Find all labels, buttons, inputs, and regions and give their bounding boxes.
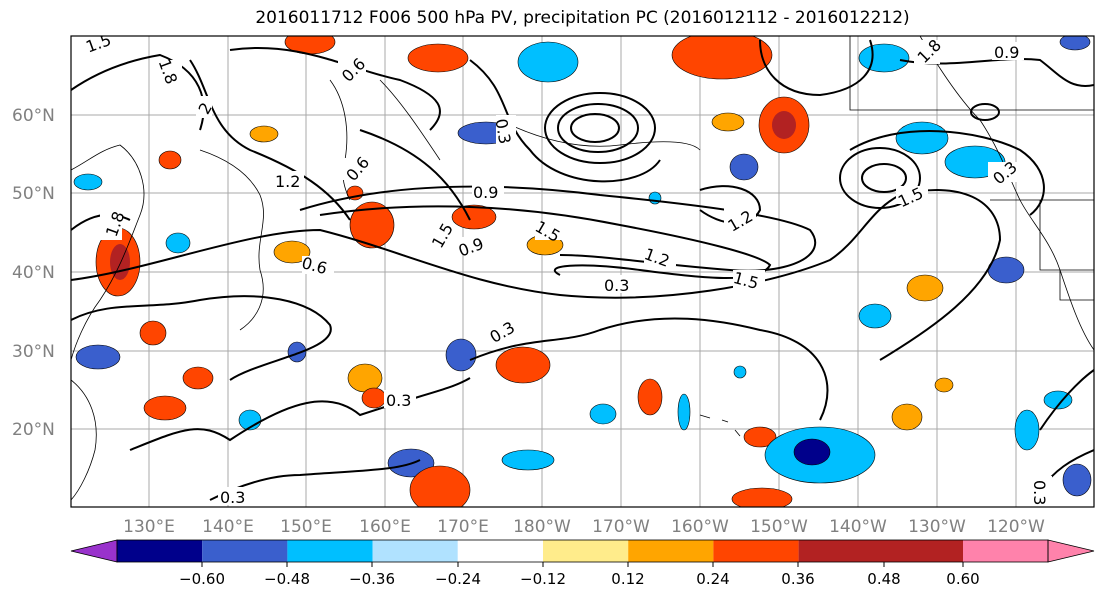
lon-tick-label: 130°E [123,517,175,537]
lon-tick-label: 120°W [987,517,1045,537]
colorbar-tick-label: 0.36 [781,570,814,588]
lon-tick-label: 130°W [908,517,966,537]
colorbar-swatch [713,540,799,562]
lon-tick-label: 140°W [829,517,887,537]
lat-tick-label: 40°N [12,263,55,283]
contour-label: 0.3 [491,117,514,145]
lat-tick-label: 30°N [12,342,55,362]
colorbar-swatch [798,540,878,562]
colorbar-tick-label: −0.24 [435,570,481,588]
lon-tick-label: 140°E [202,517,254,537]
colorbar-swatch [628,540,714,562]
contour-label: 0.3 [386,391,411,410]
colorbar-tick-label: 0.60 [946,570,979,588]
lon-tick-label: 180°W [513,517,571,537]
colorbar-tick-label: −0.48 [264,570,310,588]
lon-tick-label: 170°E [437,517,489,537]
colorbar-tick-label: 0.24 [696,570,729,588]
contour-label: 0.3 [604,276,629,295]
lon-tick-label: 150°E [280,517,332,537]
colorbar: −0.60 −0.48 −0.36 −0.24 −0.12 0.12 0.24 … [70,539,1095,588]
colorbar-tick-label: 0.48 [867,570,900,588]
colorbar-swatch [963,540,1048,562]
pv-contours [71,39,1094,501]
colorbar-swatch [878,540,963,562]
lon-tick-label: 150°W [750,517,808,537]
colorbar-outline [116,539,1049,563]
contour-label-group: 1.5 1.8 1.8 2 0.6 1.2 0.6 0.9 1.5 0.9 1.… [83,36,1052,507]
contour-label: 1.2 [275,172,300,191]
colorbar-swatch [457,540,543,562]
lon-tick-label: 160°W [671,517,729,537]
colorbar-swatch [202,540,288,562]
colorbar-swatch [543,540,629,562]
colorbar-tick-label: −0.36 [349,570,395,588]
map-frame [70,35,1095,508]
colorbar-tick-label: −0.60 [179,570,225,588]
contour-label: 0.3 [1030,480,1049,505]
colorbar-tick-label: 0.12 [611,570,644,588]
colorbar-swatch [287,540,373,562]
lat-tick-label: 60°N [12,106,55,126]
map-title: 2016011712 F006 500 hPa PV, precipitatio… [255,8,910,28]
colorbar-tick-label: −0.12 [520,570,566,588]
contour-label: 0.9 [473,183,498,202]
lat-tick-labels: 60°N 50°N 40°N 30°N 20°N [12,106,55,440]
contour-label: 0.3 [220,488,245,507]
colorbar-extend-high [1047,539,1095,563]
lon-tick-labels: 130°E 140°E 150°E 160°E 170°E 180°W 170°… [123,517,1045,537]
coastlines [71,36,1094,501]
colorbar-swatch [372,540,458,562]
lon-tick-label: 170°W [592,517,650,537]
precipitation-shading [73,36,1092,507]
contour-label: 0.9 [994,43,1019,62]
colorbar-extend-low [70,539,118,563]
lat-tick-label: 20°N [12,420,55,440]
lon-tick-label: 160°E [359,517,411,537]
colorbar-swatch [117,540,203,562]
lat-tick-label: 50°N [12,184,55,204]
